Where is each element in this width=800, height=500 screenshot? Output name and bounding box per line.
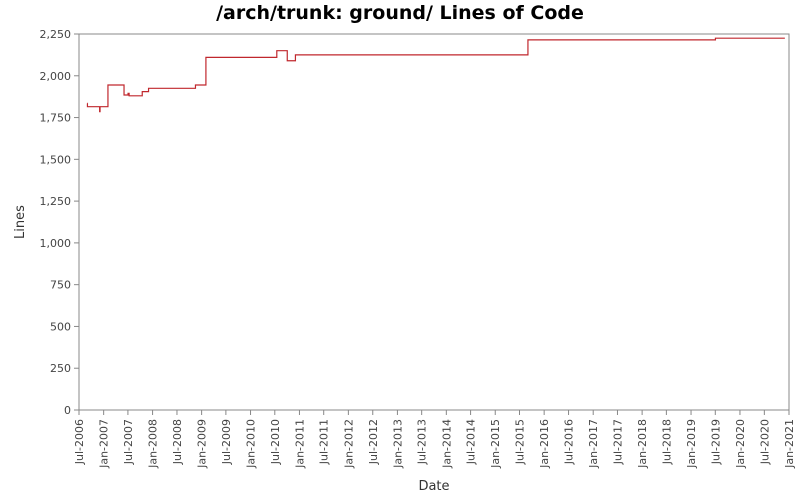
x-tick-label: Jul-2014	[465, 419, 478, 465]
x-tick-label: Jul-2010	[269, 419, 282, 465]
x-tick-label: Jan-2009	[196, 419, 209, 469]
y-tick-label: 1,000	[40, 237, 72, 250]
x-tick-label: Jul-2016	[563, 419, 576, 465]
series-layer	[86, 37, 785, 113]
x-tick-label: Jan-2014	[440, 419, 453, 469]
y-tick-label: 2,000	[40, 70, 72, 83]
y-tick-label: 250	[50, 362, 71, 375]
y-tick-label: 500	[50, 320, 71, 333]
x-tick-label: Jan-2016	[538, 419, 551, 469]
series-line	[86, 37, 785, 113]
x-tick-label: Jan-2019	[685, 419, 698, 469]
x-tick-label: Jan-2020	[734, 419, 747, 469]
y-tick-label: 0	[64, 404, 71, 417]
x-tick-label: Jan-2017	[587, 419, 600, 469]
x-tick-label: Jul-2009	[220, 419, 233, 465]
y-tick-label: 1,500	[40, 153, 72, 166]
x-tick-label: Jul-2019	[709, 419, 722, 465]
x-tick-label: Jan-2013	[391, 419, 404, 469]
x-tick-label: Jul-2006	[73, 419, 86, 465]
x-tick-label: Jul-2015	[514, 419, 527, 465]
x-tick-label: Jan-2018	[636, 419, 649, 469]
x-tick-label: Jul-2020	[758, 419, 771, 465]
x-tick-label: Jan-2012	[342, 419, 355, 469]
y-tick-label: 1,750	[40, 112, 72, 125]
y-tick-label: 2,250	[40, 28, 72, 41]
y-tick-label: 750	[50, 279, 71, 292]
x-tick-label: Jan-2010	[245, 419, 258, 469]
x-tick-label: Jul-2012	[367, 419, 380, 465]
x-tick-label: Jan-2008	[147, 419, 160, 469]
plot-area	[78, 33, 790, 411]
y-tick-label: 1,250	[40, 195, 72, 208]
y-axis-title: Lines	[13, 205, 28, 239]
x-tick-label: Jan-2021	[783, 419, 796, 469]
y-axis: 0 250 500 750 1,000 1,250 1,500 1,750 2,000 2,250	[40, 28, 79, 417]
chart-title: /arch/trunk: ground/ Lines of Code	[216, 2, 584, 24]
x-tick-label: Jul-2017	[611, 419, 624, 465]
x-axis: Jul-2006 Jan-2007 Jul-2007 Jan-2008 Jul-2008…	[73, 410, 796, 469]
x-tick-label: Jul-2018	[660, 419, 673, 465]
x-tick-label: Jul-2013	[416, 419, 429, 465]
x-tick-label: Jan-2015	[489, 419, 502, 469]
x-tick-label: Jul-2008	[171, 419, 184, 465]
x-tick-label: Jul-2011	[318, 419, 331, 465]
x-tick-label: Jan-2011	[293, 419, 306, 469]
x-axis-title: Date	[418, 479, 449, 494]
x-tick-label: Jan-2007	[98, 419, 111, 469]
x-tick-label: Jul-2007	[122, 419, 135, 465]
